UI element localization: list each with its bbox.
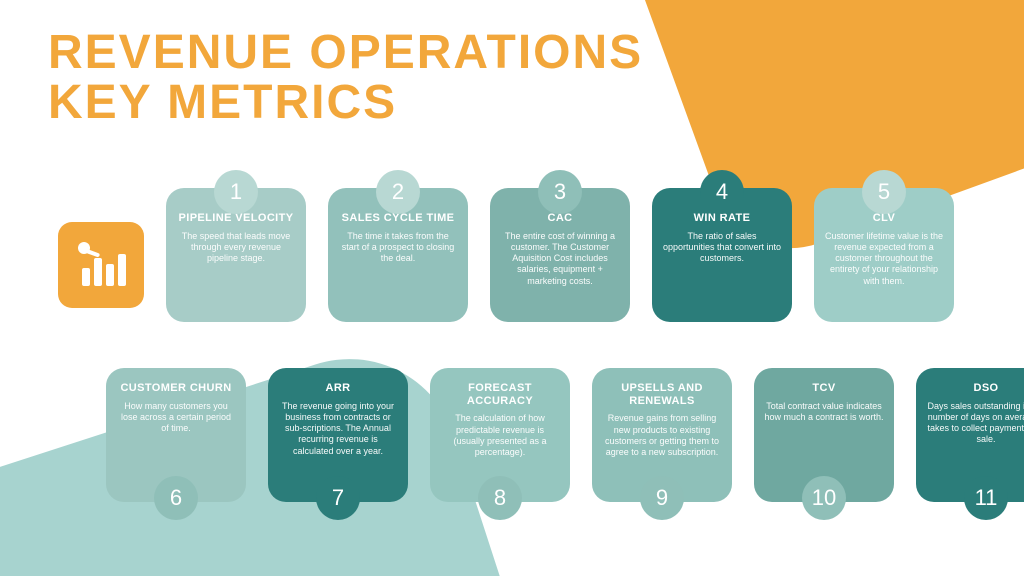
metric-description: The entire cost of winning a customer. T… bbox=[500, 231, 620, 287]
metric-title: DSO bbox=[973, 382, 998, 395]
metric-number-badge: 7 bbox=[316, 476, 360, 520]
metric-number-badge: 1 bbox=[214, 170, 258, 214]
metric-card: TCV Total contract value indicates how mu… bbox=[754, 368, 894, 502]
metric-description: The revenue going into your business fro… bbox=[278, 401, 398, 457]
metric-card: DSO Days sales outstanding is the number … bbox=[916, 368, 1024, 502]
metric-description: The speed that leads move through every … bbox=[176, 231, 296, 265]
metric-card: FORECAST ACCURACY The calculation of how … bbox=[430, 368, 570, 502]
metric-number-badge: 11 bbox=[964, 476, 1008, 520]
metric-title: UPSELLS AND RENEWALS bbox=[602, 382, 722, 407]
metric-number-badge: 3 bbox=[538, 170, 582, 214]
page-title: REVENUE OPERATIONS KEY METRICS bbox=[48, 28, 643, 129]
metric-card: CACThe entire cost of winning a customer… bbox=[490, 188, 630, 322]
metric-number-badge: 2 bbox=[376, 170, 420, 214]
metric-card: PIPELINE VELOCITYThe speed that leads mo… bbox=[166, 188, 306, 322]
title-line-1: REVENUE OPERATIONS bbox=[48, 28, 643, 78]
bar-chart-key-icon bbox=[72, 236, 130, 294]
metric-number-badge: 6 bbox=[154, 476, 198, 520]
metric-card: ARR The revenue going into your business … bbox=[268, 368, 408, 502]
metric-description: The time it takes from the start of a pr… bbox=[338, 231, 458, 265]
metric-number-badge: 10 bbox=[802, 476, 846, 520]
metric-description: Revenue gains from selling new products … bbox=[602, 413, 722, 458]
metric-card: SALES CYCLE TIMEThe time it takes from t… bbox=[328, 188, 468, 322]
metric-card: UPSELLS AND RENEWALS Revenue gains from s… bbox=[592, 368, 732, 502]
metrics-row-2: CUSTOMER CHURN How many customers you los… bbox=[106, 368, 1024, 502]
metric-description: Total contract value indicates how much … bbox=[764, 401, 884, 424]
metric-title: TCV bbox=[812, 382, 835, 395]
metric-description: The ratio of sales opportunities that co… bbox=[662, 231, 782, 265]
metric-title: CUSTOMER CHURN bbox=[120, 382, 231, 395]
metric-number-badge: 5 bbox=[862, 170, 906, 214]
metric-title: FORECAST ACCURACY bbox=[440, 382, 560, 407]
metric-title: ARR bbox=[325, 382, 350, 395]
metric-card: CUSTOMER CHURN How many customers you los… bbox=[106, 368, 246, 502]
title-line-2: KEY METRICS bbox=[48, 78, 643, 128]
metric-description: How many customers you lose across a cer… bbox=[116, 401, 236, 435]
metrics-row-1: PIPELINE VELOCITYThe speed that leads mo… bbox=[58, 188, 954, 322]
metric-description: Days sales outstanding is the number of … bbox=[926, 401, 1024, 446]
metric-card: WIN RATEThe ratio of sales opportunities… bbox=[652, 188, 792, 322]
metric-number-badge: 9 bbox=[640, 476, 684, 520]
metric-number-badge: 4 bbox=[700, 170, 744, 214]
metric-number-badge: 8 bbox=[478, 476, 522, 520]
metric-description: Customer lifetime value is the revenue e… bbox=[824, 231, 944, 287]
metric-card: CLVCustomer lifetime value is the revenu… bbox=[814, 188, 954, 322]
metric-description: The calculation of how predictable reven… bbox=[440, 413, 560, 458]
metrics-icon-tile bbox=[58, 222, 144, 308]
